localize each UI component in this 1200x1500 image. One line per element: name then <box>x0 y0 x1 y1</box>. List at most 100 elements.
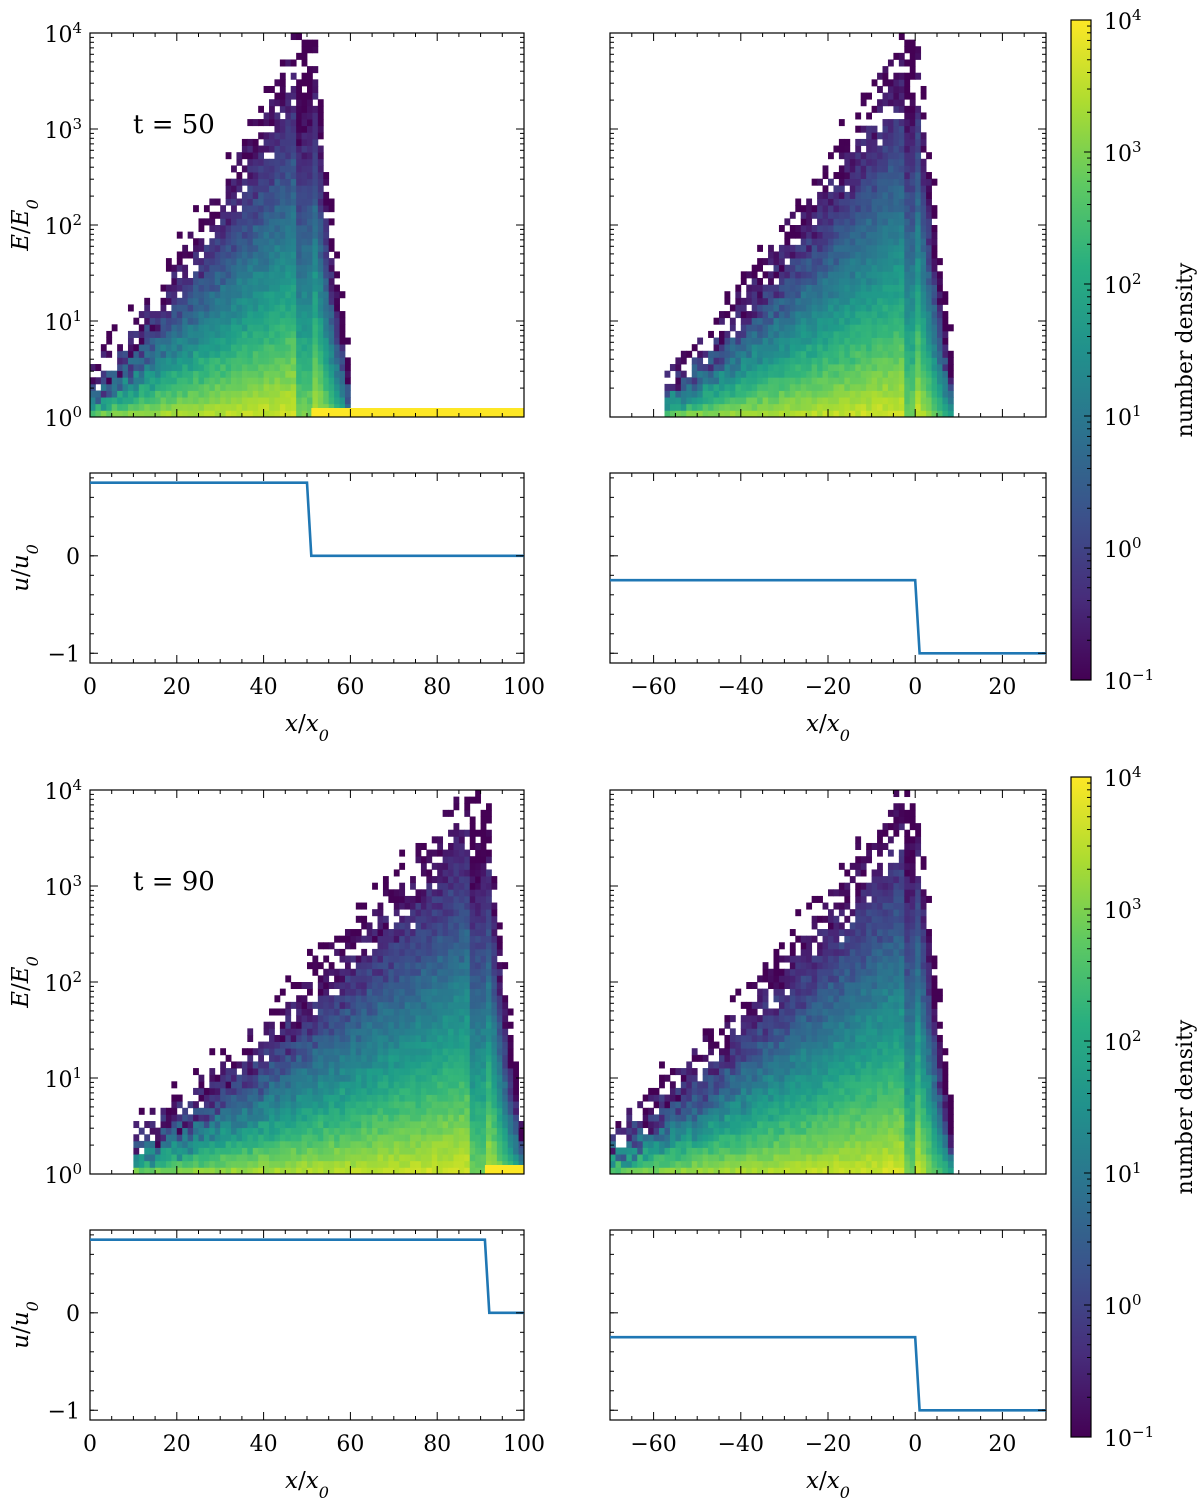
heatmap-cell <box>231 264 237 272</box>
heatmap-cell <box>871 132 878 140</box>
heatmap-cell <box>361 922 368 930</box>
heatmap-cell <box>301 1160 308 1168</box>
heatmap-cell <box>893 357 900 365</box>
heatmap-cell <box>247 317 254 325</box>
heatmap-cell <box>317 975 324 983</box>
heatmap-cell <box>838 370 845 378</box>
heatmap-cell <box>231 291 237 299</box>
heatmap-cell <box>909 125 916 133</box>
heatmap-cell <box>393 1061 400 1069</box>
heatmap-cell <box>350 1160 357 1168</box>
heatmap-cell <box>209 364 216 372</box>
heatmap-cell <box>285 1074 292 1082</box>
heatmap-cell <box>893 297 900 305</box>
heatmap-cell <box>866 185 872 193</box>
heatmap-cell <box>437 1054 444 1062</box>
heatmap-cell <box>317 1061 324 1069</box>
heatmap-cell <box>838 330 845 338</box>
heatmap-cell <box>247 152 254 160</box>
heatmap-cell <box>751 377 758 385</box>
heatmap-cell <box>258 1101 264 1109</box>
cb-tick-label-base: 10 <box>1104 274 1132 299</box>
heatmap-cell <box>279 1134 286 1142</box>
heatmap-cell <box>729 390 736 398</box>
heatmap-cell <box>203 284 210 292</box>
heatmap-cell <box>947 403 954 411</box>
heatmap-cell <box>893 390 900 398</box>
heatmap-cell <box>176 277 183 285</box>
heatmap-cell <box>155 397 161 405</box>
heatmap-cell <box>149 1147 156 1155</box>
heatmap-cell <box>90 377 96 385</box>
heatmap-cell <box>317 1134 324 1142</box>
heatmap-cell <box>263 1114 270 1122</box>
heatmap-cell <box>274 138 281 146</box>
heatmap-cell <box>442 1114 449 1122</box>
heatmap-cell <box>290 225 297 233</box>
heatmap-cell <box>247 185 254 193</box>
heatmap-cell <box>410 1034 416 1042</box>
heatmap-cell <box>328 1121 335 1129</box>
heatmap-cell <box>377 922 384 930</box>
heatmap-cell <box>279 145 286 153</box>
heatmap-cell <box>165 1147 172 1155</box>
heatmap-cell <box>274 205 281 213</box>
heatmap-cell <box>269 1008 275 1016</box>
heatmap-cell <box>252 330 259 338</box>
heatmap-cell <box>366 1001 373 1009</box>
heatmap-cell <box>882 357 889 365</box>
heatmap-cell <box>198 271 205 279</box>
heatmap-cell <box>806 291 813 299</box>
heatmap-cell <box>442 1127 449 1135</box>
heatmap-cell <box>431 955 438 963</box>
heatmap-cell <box>252 304 259 312</box>
heatmap-cell <box>241 218 248 226</box>
heatmap-cell <box>437 1127 444 1135</box>
heatmap-cell <box>236 1101 243 1109</box>
heatmap-cell <box>187 304 194 312</box>
heatmap-cell <box>296 1094 302 1102</box>
heatmap-cell <box>252 172 259 180</box>
heatmap-cell <box>274 191 281 199</box>
heatmap-cell <box>822 172 829 180</box>
heatmap-cell <box>382 948 389 956</box>
heatmap-cell <box>236 403 243 411</box>
heatmap-cell <box>366 1154 373 1162</box>
heatmap-cell <box>893 317 900 325</box>
heatmap-cell <box>393 1081 400 1089</box>
heatmap-cell <box>198 337 205 345</box>
heatmap-cell <box>127 350 134 358</box>
heatmap-cell <box>258 364 264 372</box>
heatmap-cell <box>241 152 248 160</box>
heatmap-cell <box>838 364 845 372</box>
heatmap-cell <box>176 1114 183 1122</box>
heatmap-cell <box>290 324 297 332</box>
heatmap-cell <box>350 1008 357 1016</box>
heatmap-cell <box>355 1167 362 1175</box>
heatmap-cell <box>811 370 818 378</box>
heatmap-cell <box>225 198 232 206</box>
heatmap-cell <box>382 1094 389 1102</box>
heatmap-cell <box>106 330 113 338</box>
heatmap-cell <box>193 258 199 266</box>
heatmap-cell <box>817 304 823 312</box>
heatmap-cell <box>307 350 313 358</box>
heatmap-cell <box>904 178 911 186</box>
heatmap-cell <box>399 1101 406 1109</box>
heatmap-cell <box>882 92 889 100</box>
heatmap-cell <box>301 995 308 1003</box>
heatmap-cell <box>404 948 411 956</box>
heatmap-cell <box>307 112 313 120</box>
heatmap-cell <box>920 370 927 378</box>
heatmap-cell <box>410 1107 416 1115</box>
heatmap-cell <box>155 1127 161 1135</box>
heatmap-cell <box>301 46 308 54</box>
heatmap-cell <box>909 105 916 113</box>
heatmap-cell <box>800 277 807 285</box>
heatmap-cell <box>877 311 883 319</box>
heatmap-cell <box>909 72 916 80</box>
heatmap-cell <box>860 377 867 385</box>
heatmap-cell <box>290 1061 297 1069</box>
heatmap-cell <box>241 1127 248 1135</box>
heatmap-cell <box>203 1140 210 1148</box>
